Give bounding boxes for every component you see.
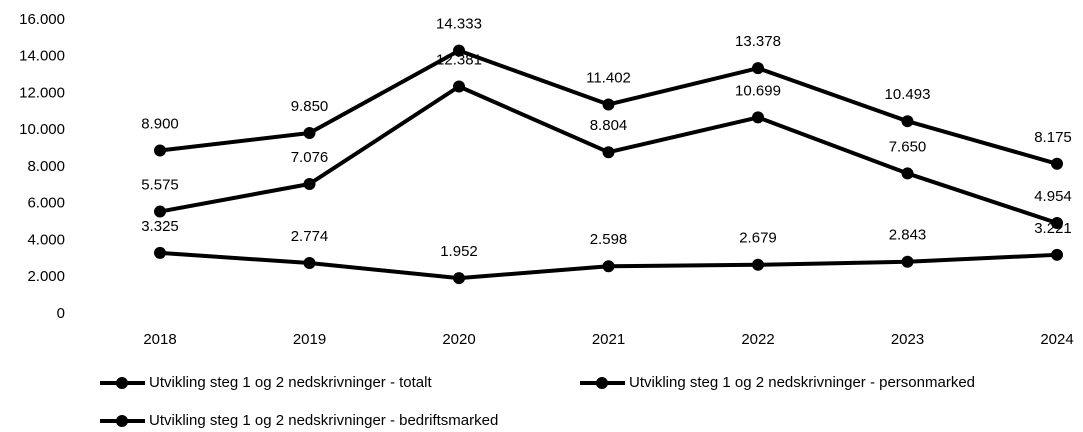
data-point: [154, 205, 166, 218]
legend-label: Utvikling steg 1 og 2 nedskrivninger - t…: [149, 374, 432, 391]
y-tick-label: 8.000: [27, 158, 65, 175]
data-label: 8.804: [590, 117, 628, 134]
data-point: [602, 260, 615, 273]
data-label: 5.575: [141, 177, 179, 194]
data-point: [1051, 216, 1063, 229]
data-point: [453, 272, 465, 285]
x-tick-label: 2023: [891, 331, 924, 348]
data-point: [453, 80, 465, 93]
y-tick-label: 2.000: [27, 268, 65, 285]
data-label: 3.325: [141, 218, 179, 235]
y-tick-label: 14.000: [19, 48, 65, 65]
data-label: 10.493: [885, 86, 931, 103]
y-tick-label: 10.000: [19, 121, 65, 138]
data-label: 7.076: [291, 149, 329, 166]
data-point: [752, 111, 764, 124]
data-label: 7.650: [889, 138, 927, 155]
data-label: 13.378: [735, 33, 781, 50]
data-point: [154, 144, 166, 157]
data-point: [901, 115, 914, 128]
data-point: [303, 177, 316, 190]
legend-label: Utvikling steg 1 og 2 nedskrivninger - p…: [629, 374, 975, 391]
x-tick-label: 2021: [592, 331, 625, 348]
data-point: [752, 258, 764, 271]
y-tick-label: 4.000: [27, 231, 65, 248]
data-label: 1.952: [440, 243, 478, 260]
data-point: [752, 62, 764, 75]
y-tick-label: 16.000: [19, 11, 65, 28]
x-tick-label: 2018: [143, 331, 176, 348]
data-label: 2.679: [739, 230, 777, 247]
data-point: [901, 255, 914, 268]
data-point: [602, 146, 615, 159]
data-point: [303, 127, 316, 140]
x-tick-label: 2022: [741, 331, 774, 348]
data-label: 14.333: [436, 16, 482, 33]
data-point: [154, 246, 166, 259]
data-label: 4.954: [1034, 188, 1072, 205]
data-label: 12.381: [436, 51, 482, 68]
data-label: 11.402: [586, 69, 631, 86]
data-label: 3.221: [1034, 220, 1072, 237]
data-label: 2.843: [889, 227, 927, 244]
legend-marker: [116, 415, 128, 427]
data-point: [453, 44, 465, 57]
data-point: [1051, 157, 1063, 170]
data-point: [303, 257, 316, 270]
y-tick-label: 0: [57, 305, 65, 322]
legend-marker: [596, 377, 608, 389]
data-label: 9.850: [291, 98, 329, 115]
x-tick-label: 2024: [1040, 331, 1073, 348]
legend-label: Utvikling steg 1 og 2 nedskrivninger - b…: [149, 412, 498, 429]
y-tick-label: 6.000: [27, 195, 65, 212]
data-point: [1051, 248, 1063, 261]
y-tick-label: 12.000: [19, 84, 65, 101]
data-point: [602, 98, 615, 111]
x-tick-label: 2019: [293, 331, 326, 348]
data-point: [901, 167, 914, 180]
data-label: 2.598: [590, 231, 628, 248]
data-label: 8.175: [1034, 129, 1072, 146]
data-label: 8.900: [141, 115, 179, 132]
data-label: 10.699: [735, 82, 781, 99]
legend-marker: [116, 377, 128, 389]
x-tick-label: 2020: [442, 331, 475, 348]
data-label: 2.774: [291, 228, 329, 245]
